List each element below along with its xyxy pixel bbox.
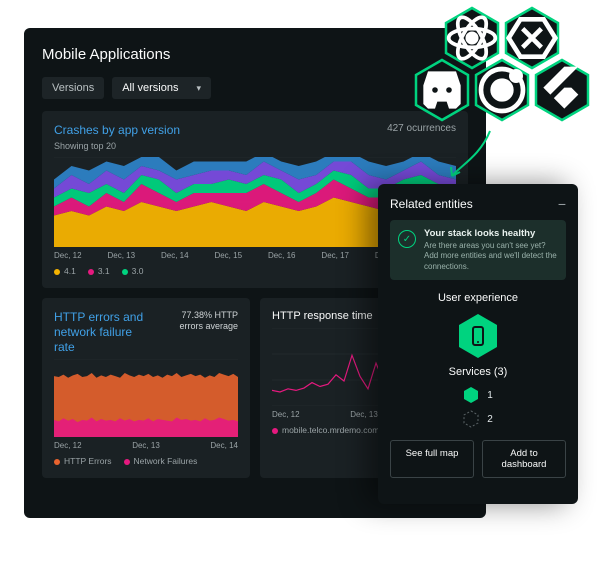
crashes-subtitle: Showing top 20 xyxy=(54,141,456,151)
errors-x-axis: Dec, 12Dec, 13Dec, 14 xyxy=(54,441,238,450)
connector-arrow-icon xyxy=(440,126,500,186)
tech-hex-ionic xyxy=(474,58,530,122)
panel-collapse-icon[interactable]: − xyxy=(558,196,566,212)
http-errors-card: HTTP errors and network failure rate 77.… xyxy=(42,298,250,478)
health-title: Your stack looks healthy xyxy=(424,228,558,239)
user-experience-title: User experience xyxy=(390,292,566,304)
user-experience-hex[interactable] xyxy=(390,312,566,360)
health-body: Are there areas you can't see yet? Add m… xyxy=(424,241,558,272)
health-banner: ✓ Your stack looks healthy Are there are… xyxy=(390,220,566,280)
service-item[interactable]: 2 xyxy=(463,410,493,428)
add-to-dashboard-button[interactable]: Add to dashboard xyxy=(482,440,566,478)
technology-hex-cluster xyxy=(404,6,594,126)
services-title: Services (3) xyxy=(390,366,566,378)
chevron-down-icon: ▾ xyxy=(196,83,201,94)
services-list: 12 xyxy=(390,386,566,428)
errors-title[interactable]: HTTP errors and network failure rate xyxy=(54,310,154,355)
related-entities-panel: Related entities − ✓ Your stack looks he… xyxy=(378,184,578,504)
ionic-icon xyxy=(474,58,530,122)
see-full-map-button[interactable]: See full map xyxy=(390,440,474,478)
errors-legend: HTTP ErrorsNetwork Failures xyxy=(54,456,238,466)
checkmark-icon: ✓ xyxy=(398,230,416,248)
versions-select-value: All versions xyxy=(122,82,178,94)
errors-avg-bot: errors average xyxy=(179,321,238,332)
tech-hex-flutter xyxy=(534,58,590,122)
errors-chart xyxy=(54,359,238,437)
response-footnote: mobile.telco.mrdemo.com xyxy=(282,425,379,435)
panel-title: Related entities xyxy=(390,197,473,211)
versions-select[interactable]: All versions ▾ xyxy=(112,77,211,99)
crashes-title[interactable]: Crashes by app version xyxy=(54,123,180,137)
cordova-icon xyxy=(414,58,470,122)
tech-hex-cordova xyxy=(414,58,470,122)
service-item[interactable]: 1 xyxy=(463,386,493,404)
errors-avg-top: 77.38% HTTP xyxy=(179,310,238,321)
flutter-icon xyxy=(534,58,590,122)
filter-label: Versions xyxy=(42,77,104,99)
footnote-dot xyxy=(272,428,278,434)
